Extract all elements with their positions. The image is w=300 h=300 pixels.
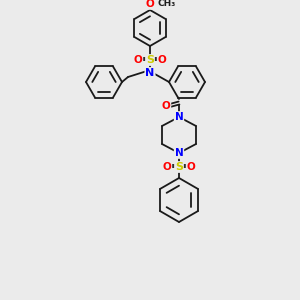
Text: O: O [163, 162, 171, 172]
Text: N: N [175, 112, 183, 122]
Text: S: S [175, 162, 183, 172]
Text: CH₃: CH₃ [158, 0, 176, 8]
Text: N: N [146, 68, 154, 78]
Text: O: O [162, 101, 170, 111]
Text: N: N [175, 148, 183, 158]
Text: O: O [158, 55, 166, 65]
Text: S: S [146, 55, 154, 65]
Text: O: O [146, 0, 154, 9]
Text: O: O [187, 162, 195, 172]
Text: O: O [134, 55, 142, 65]
